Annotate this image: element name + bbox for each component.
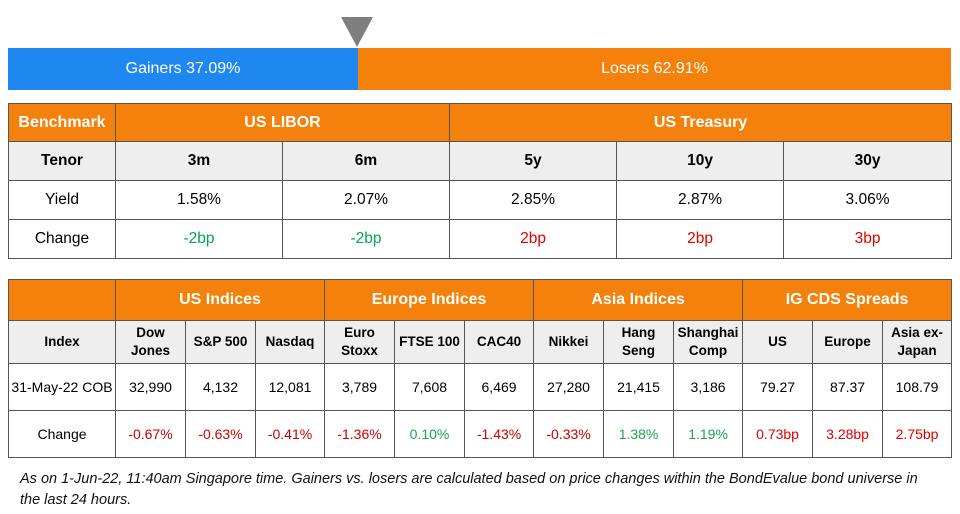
index-label: Index bbox=[8, 320, 116, 364]
date-label: 31-May-22 COB bbox=[8, 363, 116, 411]
breadth-marker-triangle-icon bbox=[341, 17, 373, 47]
yield-cell: 2.87% bbox=[616, 180, 785, 220]
index-name-cell: Hang Seng bbox=[603, 320, 675, 364]
index-name-cell: Euro Stoxx bbox=[324, 320, 396, 364]
ig-cds-header: IG CDS Spreads bbox=[742, 279, 953, 321]
index-change-cell: -0.63% bbox=[185, 410, 256, 458]
us-libor-header: US LIBOR bbox=[114, 103, 451, 142]
change-cell: -2bp bbox=[115, 219, 283, 259]
index-value-cell: 79.27 bbox=[742, 363, 814, 411]
index-change-row: Change -0.67% -0.63% -0.41% -1.36% 0.10%… bbox=[8, 410, 953, 458]
index-value-cell: 21,415 bbox=[603, 363, 675, 411]
index-name-cell: FTSE 100 bbox=[394, 320, 466, 364]
rates-change-row: Change -2bp -2bp 2bp 2bp 3bp bbox=[8, 219, 953, 259]
index-change-cell: -1.36% bbox=[324, 410, 396, 458]
index-name-cell: CAC40 bbox=[464, 320, 535, 364]
tenor-cell: 6m bbox=[281, 141, 451, 181]
tenor-cell: 5y bbox=[449, 141, 618, 181]
us-indices-header: US Indices bbox=[114, 279, 326, 321]
index-change-cell: 0.73bp bbox=[742, 410, 814, 458]
index-change-cell: -0.41% bbox=[254, 410, 326, 458]
rates-table: Benchmark US LIBOR US Treasury Tenor 3m … bbox=[8, 103, 953, 259]
benchmark-header: Benchmark bbox=[8, 103, 116, 142]
index-change-cell: 2.75bp bbox=[882, 410, 953, 458]
yield-cell: 2.85% bbox=[449, 180, 618, 220]
gainers-losers-bar: Gainers 37.09% Losers 62.91% bbox=[8, 48, 951, 90]
index-change-cell: 0.10% bbox=[394, 410, 466, 458]
indices-header-row: US Indices Europe Indices Asia Indices I… bbox=[8, 279, 953, 321]
change-cell: 2bp bbox=[616, 219, 785, 259]
change-label: Change bbox=[8, 219, 116, 259]
yield-row: Yield 1.58% 2.07% 2.85% 2.87% 3.06% bbox=[8, 180, 953, 220]
index-values-row: 31-May-22 COB 32,990 4,132 12,081 3,789 … bbox=[8, 363, 953, 411]
index-name-cell: Asia ex-Japan bbox=[882, 320, 953, 364]
us-treasury-header: US Treasury bbox=[449, 103, 953, 142]
change-cell: 3bp bbox=[783, 219, 953, 259]
yield-cell: 1.58% bbox=[115, 180, 283, 220]
tenor-cell: 3m bbox=[115, 141, 283, 181]
index-value-cell: 3,186 bbox=[673, 363, 744, 411]
index-value-cell: 27,280 bbox=[533, 363, 605, 411]
index-change-cell: -1.43% bbox=[464, 410, 535, 458]
yield-cell: 3.06% bbox=[783, 180, 953, 220]
index-name-cell: Nikkei bbox=[533, 320, 605, 364]
index-change-cell: 1.38% bbox=[603, 410, 675, 458]
index-value-cell: 4,132 bbox=[185, 363, 256, 411]
rates-header-row: Benchmark US LIBOR US Treasury bbox=[8, 103, 953, 142]
index-change-cell: -0.33% bbox=[533, 410, 605, 458]
change-cell: 2bp bbox=[449, 219, 618, 259]
index-value-cell: 87.37 bbox=[812, 363, 884, 411]
index-name-cell: Europe bbox=[812, 320, 884, 364]
index-name-cell: US bbox=[742, 320, 814, 364]
tenor-cell: 30y bbox=[783, 141, 953, 181]
index-name-cell: S&P 500 bbox=[185, 320, 256, 364]
tenor-label: Tenor bbox=[8, 141, 116, 181]
index-names-row: Index Dow Jones S&P 500 Nasdaq Euro Stox… bbox=[8, 320, 953, 364]
index-value-cell: 3,789 bbox=[324, 363, 396, 411]
change-label: Change bbox=[8, 410, 116, 458]
index-name-cell: Shanghai Comp bbox=[673, 320, 744, 364]
blank-header bbox=[8, 279, 116, 321]
index-change-cell: -0.67% bbox=[115, 410, 186, 458]
change-cell: -2bp bbox=[281, 219, 451, 259]
tenor-cell: 10y bbox=[616, 141, 785, 181]
indices-table: US Indices Europe Indices Asia Indices I… bbox=[8, 279, 953, 458]
gainers-segment: Gainers 37.09% bbox=[8, 48, 358, 90]
index-value-cell: 12,081 bbox=[254, 363, 326, 411]
index-value-cell: 108.79 bbox=[882, 363, 953, 411]
yield-label: Yield bbox=[8, 180, 116, 220]
index-name-cell: Dow Jones bbox=[115, 320, 186, 364]
index-value-cell: 7,608 bbox=[394, 363, 466, 411]
europe-indices-header: Europe Indices bbox=[324, 279, 535, 321]
index-value-cell: 6,469 bbox=[464, 363, 535, 411]
tenor-row: Tenor 3m 6m 5y 10y 30y bbox=[8, 141, 953, 181]
asia-indices-header: Asia Indices bbox=[533, 279, 744, 321]
index-value-cell: 32,990 bbox=[115, 363, 186, 411]
footnote: As on 1-Jun-22, 11:40am Singapore time. … bbox=[20, 471, 918, 508]
losers-segment: Losers 62.91% bbox=[358, 48, 951, 90]
yield-cell: 2.07% bbox=[281, 180, 451, 220]
index-change-cell: 1.19% bbox=[673, 410, 744, 458]
index-name-cell: Nasdaq bbox=[254, 320, 326, 364]
index-change-cell: 3.28bp bbox=[812, 410, 884, 458]
